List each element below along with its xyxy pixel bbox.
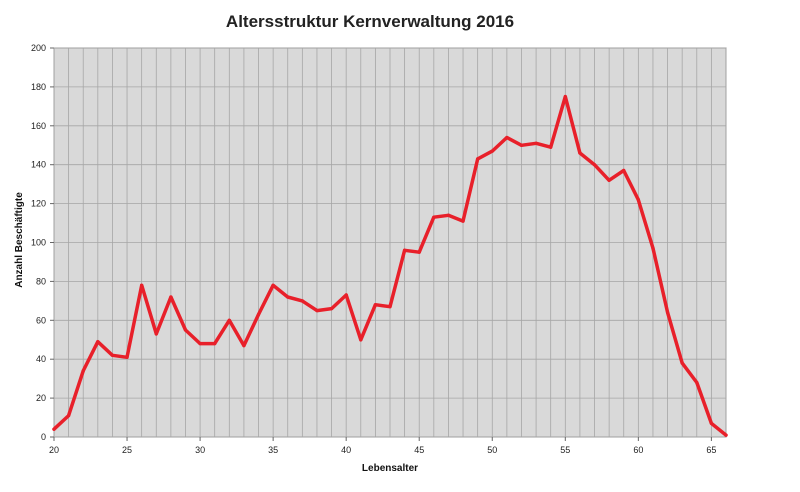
x-tick-label: 20 <box>49 445 59 455</box>
data-point <box>709 421 713 425</box>
data-point <box>271 283 275 287</box>
data-point <box>680 361 684 365</box>
x-tick-label: 40 <box>341 445 351 455</box>
data-point <box>344 293 348 297</box>
x-tick-label: 25 <box>122 445 132 455</box>
x-tick-label: 50 <box>487 445 497 455</box>
data-point <box>315 308 319 313</box>
data-point <box>665 310 670 315</box>
y-tick-label: 140 <box>31 160 46 170</box>
data-point <box>622 168 626 173</box>
data-point <box>183 328 188 332</box>
data-point <box>651 246 655 250</box>
data-point <box>169 295 173 299</box>
data-point <box>505 135 509 140</box>
data-point <box>388 305 392 309</box>
x-tick-label: 60 <box>633 445 643 455</box>
data-point <box>256 312 261 317</box>
y-tick-label: 180 <box>31 82 46 92</box>
data-point <box>636 198 640 202</box>
data-point <box>81 369 85 373</box>
data-point <box>695 380 699 385</box>
data-point <box>724 433 728 437</box>
data-point <box>110 353 115 357</box>
x-tick-label: 35 <box>268 445 278 455</box>
y-tick-label: 0 <box>41 432 46 442</box>
data-point <box>154 332 158 336</box>
x-tick-label: 45 <box>414 445 424 455</box>
chart-title: Altersstruktur Kernverwaltung 2016 <box>225 12 515 31</box>
data-point <box>592 163 597 167</box>
data-point <box>432 215 436 219</box>
data-point <box>125 355 129 359</box>
y-tick-label: 160 <box>31 121 46 131</box>
y-tick-label: 100 <box>31 238 46 248</box>
y-tick-label: 20 <box>36 393 46 403</box>
y-tick-label: 80 <box>36 276 46 286</box>
x-tick-label: 30 <box>195 445 205 455</box>
data-point <box>519 143 524 147</box>
data-point <box>359 338 363 342</box>
x-tick-label: 55 <box>560 445 570 455</box>
data-point <box>534 141 538 145</box>
data-point <box>476 157 480 161</box>
data-point <box>198 342 202 346</box>
data-point <box>96 340 100 344</box>
y-tick-label: 40 <box>36 354 46 364</box>
data-point <box>549 145 553 149</box>
data-point <box>329 307 334 311</box>
y-axis-title: Anzahl Beschäftigte <box>14 192 25 288</box>
data-point <box>446 213 451 217</box>
y-tick-label: 120 <box>31 199 46 209</box>
data-point <box>52 427 56 431</box>
x-tick-label: 65 <box>706 445 716 455</box>
data-point <box>373 303 377 307</box>
data-point <box>213 342 217 346</box>
data-point <box>140 283 144 287</box>
data-point <box>227 318 231 322</box>
data-point <box>286 295 290 299</box>
data-point <box>403 248 407 252</box>
data-point <box>300 299 304 303</box>
data-point <box>578 151 582 155</box>
data-point <box>490 149 494 153</box>
x-axis-title: Lebensalter <box>362 463 418 474</box>
data-point <box>67 414 71 418</box>
data-point <box>461 219 465 223</box>
data-point <box>563 95 567 99</box>
y-tick-label: 200 <box>31 43 46 53</box>
data-point <box>242 343 246 348</box>
data-point <box>417 250 421 254</box>
y-tick-label: 60 <box>36 315 46 325</box>
data-point <box>607 178 611 182</box>
